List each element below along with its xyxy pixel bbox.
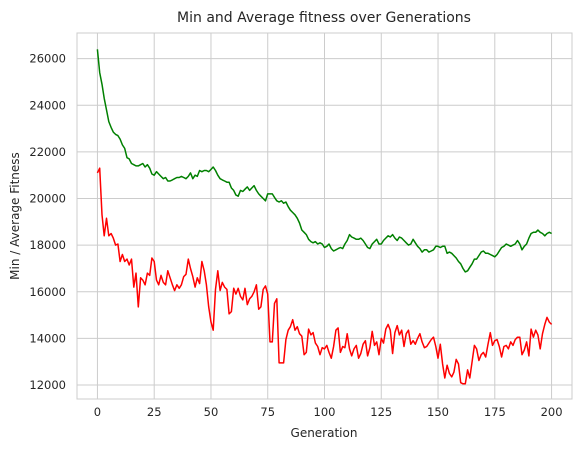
y-tick-label: 20000 xyxy=(29,192,66,206)
chart-title: Min and Average fitness over Generations xyxy=(177,10,471,26)
x-tick-label: 0 xyxy=(94,405,101,419)
min-fitness-line xyxy=(96,167,553,385)
average-fitness-line xyxy=(96,49,552,273)
y-tick-label: 26000 xyxy=(29,52,66,66)
x-tick-label: 50 xyxy=(204,405,219,419)
plot-frame xyxy=(76,32,573,400)
y-axis-label: Min / Average Fitness xyxy=(8,152,22,280)
x-tick-label: 125 xyxy=(370,405,392,419)
x-tick-label: 25 xyxy=(147,405,162,419)
x-axis-label: Generation xyxy=(291,426,358,440)
x-tick-label: 100 xyxy=(314,405,336,419)
y-tick-label: 24000 xyxy=(29,98,66,112)
x-tick-labels: 0 25 50 75 100 125 150 175 200 xyxy=(94,405,563,419)
x-tick-label: 75 xyxy=(260,405,275,419)
x-tick-label: 200 xyxy=(541,405,563,419)
y-tick-labels: 12000 14000 16000 18000 20000 22000 24000 26000 xyxy=(29,52,66,392)
x-tick-label: 150 xyxy=(427,405,449,419)
series-lines xyxy=(96,49,553,385)
y-tick-label: 12000 xyxy=(29,378,66,392)
y-tick-label: 14000 xyxy=(29,331,66,345)
y-tick-label: 16000 xyxy=(29,285,66,299)
x-tick-label: 175 xyxy=(484,405,506,419)
y-tick-label: 22000 xyxy=(29,145,66,159)
y-tick-label: 18000 xyxy=(29,238,66,252)
